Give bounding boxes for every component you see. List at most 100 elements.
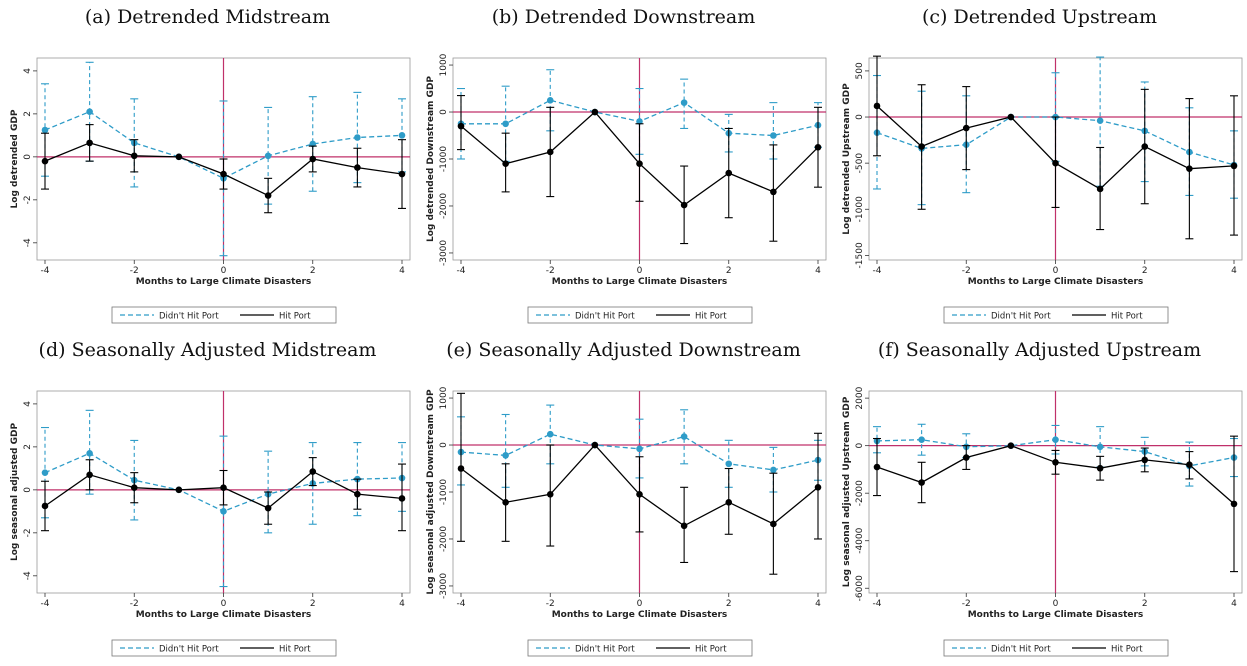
x-axis-label: Months to Large Climate Disasters <box>136 277 312 287</box>
y-tick-label: 4 <box>23 401 33 407</box>
y-tick-label: 0 <box>439 109 449 115</box>
hit-port-point <box>1230 500 1238 508</box>
hit-port-point <box>130 152 138 160</box>
didnt-hit-port-point <box>354 134 361 141</box>
hit-port-point <box>1230 162 1238 170</box>
hit-port-point <box>1007 113 1015 121</box>
hit-port-point <box>1052 458 1059 466</box>
hit-port-point <box>918 143 925 150</box>
didnt-hit-port-point <box>398 132 406 139</box>
y-tick-label: 0 <box>855 443 865 449</box>
legend-label-hit: Hit Port <box>695 312 727 322</box>
hit-port-point <box>41 157 49 165</box>
y-tick-label: 500 <box>855 62 865 79</box>
y-tick-label: -1000 <box>439 146 449 172</box>
y-tick-label: 2 <box>23 444 33 450</box>
hit-port-point <box>1052 159 1059 167</box>
didnt-hit-port-point <box>636 445 643 453</box>
didnt-hit-port-point <box>41 469 49 476</box>
hit-port-point <box>591 441 599 449</box>
hit-port-point <box>354 490 361 498</box>
y-tick-label: -1500 <box>855 242 865 268</box>
y-tick-label: -2 <box>23 195 33 204</box>
y-tick-label: 0 <box>439 442 449 448</box>
didnt-hit-port-point <box>41 126 49 134</box>
hit-port-point <box>457 465 465 472</box>
didnt-hit-port-point <box>680 99 688 106</box>
y-tick-label: -500 <box>855 153 865 174</box>
legend-label-didnt-hit: Didn't Hit Port <box>159 312 219 322</box>
x-tick-label: 2 <box>310 266 316 276</box>
didnt-hit-port-point <box>770 466 777 474</box>
hit-port-point <box>636 491 643 498</box>
didnt-hit-port-series-line <box>876 116 1235 166</box>
hit-port-point <box>220 170 227 178</box>
didnt-hit-port-point <box>636 118 643 125</box>
hit-port-point <box>1186 461 1193 468</box>
didnt-hit-port-point <box>546 430 554 438</box>
panel-d: (d) Seasonally Adjusted Midstream -4 -2 0 2… <box>0 333 415 666</box>
x-tick-label: -4 <box>41 266 50 276</box>
legend-box <box>943 306 1169 324</box>
x-tick-label: -4 <box>457 599 466 609</box>
didnt-hit-port-point <box>264 152 272 160</box>
x-tick-label: -2 <box>546 599 555 609</box>
hit-port-point <box>309 468 317 475</box>
x-tick-label: 4 <box>1231 266 1237 276</box>
didnt-hit-port-point <box>220 508 227 515</box>
panel-title: (b) Detrended Downstream <box>491 6 756 28</box>
x-tick-label: 2 <box>310 599 316 609</box>
hit-port-point <box>962 124 970 132</box>
x-tick-label: 4 <box>815 266 821 276</box>
hit-port-point <box>354 164 361 171</box>
y-axis-label: Log detrended GDP <box>10 109 20 208</box>
didnt-hit-port-point <box>1052 436 1059 444</box>
x-tick-label: 4 <box>399 266 405 276</box>
y-tick-label: -4 <box>23 571 33 580</box>
y-axis-label: Log seasonal adjusted Downstream GDP <box>426 389 436 595</box>
didnt-hit-port-point <box>680 433 688 440</box>
panel-b: (b) Detrended Downstream -3000 -2000 -1000… <box>416 0 831 333</box>
x-tick-label: -4 <box>457 266 466 276</box>
chart-d: -4 -2 0 2 4 Log seasonal adjusted GDP -4 -2 0 2 4 M… <box>10 390 411 657</box>
hit-port-point <box>175 486 183 494</box>
hit-port-point <box>680 522 688 530</box>
x-tick-label: 4 <box>1231 599 1237 609</box>
y-tick-label: -3000 <box>439 240 449 266</box>
y-tick-label: 1000 <box>439 53 449 76</box>
x-tick-label: 0 <box>637 599 643 609</box>
hit-port-point <box>962 454 970 461</box>
hit-port-point <box>502 160 509 167</box>
x-tick-label: -4 <box>873 266 882 276</box>
hit-port-point <box>502 499 509 506</box>
panel-title: (c) Detrended Upstream <box>921 6 1158 28</box>
legend-label-hit: Hit Port <box>279 645 311 655</box>
hit-port-point <box>1007 442 1015 449</box>
panel-c: (c) Detrended Upstream -1500 -1000 -500 0 50… <box>832 0 1247 333</box>
x-tick-label: -2 <box>962 266 971 276</box>
hit-port-point <box>725 169 733 177</box>
legend-label-didnt-hit: Didn't Hit Port <box>159 645 219 655</box>
hit-port-point <box>725 499 733 506</box>
hit-port-point <box>873 102 881 110</box>
y-axis-label: Log detrended Upstream GDP <box>842 83 852 235</box>
y-tick-label: 0 <box>23 487 33 493</box>
hit-port-point <box>546 491 554 498</box>
hit-port-point <box>591 108 599 116</box>
y-tick-label: -2 <box>23 528 33 537</box>
didnt-hit-port-point <box>86 108 93 116</box>
hit-port-point <box>770 188 777 196</box>
x-tick-label: 0 <box>221 266 227 276</box>
legend-label-hit: Hit Port <box>279 312 311 322</box>
legend-label-hit: Hit Port <box>1111 312 1143 322</box>
hit-port-point <box>770 520 777 528</box>
hit-port-point <box>680 201 688 209</box>
hit-port-point <box>220 484 227 492</box>
panel-a: (a) Detrended Midstream -4 -2 0 2 4 Log detre… <box>0 0 415 333</box>
hit-port-point <box>1096 185 1104 193</box>
x-tick-label: -4 <box>873 599 882 609</box>
didnt-hit-port-series-line <box>44 110 403 180</box>
x-tick-label: 2 <box>726 266 732 276</box>
hit-port-point <box>41 502 49 510</box>
